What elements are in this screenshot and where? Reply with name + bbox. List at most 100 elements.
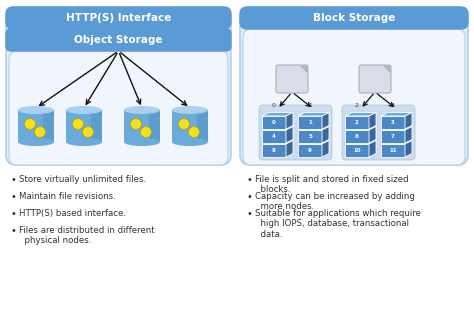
Text: 2: 2 [355,103,359,108]
Text: HTTP(S) based interface.: HTTP(S) based interface. [19,209,126,218]
Text: 10: 10 [353,148,361,153]
Text: 9: 9 [308,148,312,153]
Polygon shape [381,113,412,116]
Polygon shape [286,140,293,157]
Text: 0: 0 [272,120,276,125]
Text: •: • [247,209,253,219]
Circle shape [140,127,152,137]
FancyBboxPatch shape [6,7,231,165]
Ellipse shape [66,106,102,114]
FancyBboxPatch shape [6,7,231,29]
Bar [298,130,322,143]
Text: •: • [11,226,17,236]
Text: •: • [247,192,253,202]
Circle shape [179,119,190,130]
Text: Store virtually unlimited files.: Store virtually unlimited files. [19,175,146,184]
Bar [66,110,102,142]
Text: Files are distributed in different
  physical nodes.: Files are distributed in different physi… [19,226,155,246]
Ellipse shape [18,138,54,146]
Text: 11: 11 [389,148,397,153]
Text: 0: 0 [272,103,276,108]
Polygon shape [345,140,376,144]
Text: Object Storage: Object Storage [74,35,163,45]
FancyBboxPatch shape [240,7,468,29]
Text: 6: 6 [355,134,359,139]
Ellipse shape [172,138,208,146]
FancyBboxPatch shape [359,65,391,93]
Polygon shape [405,140,412,157]
Text: 7: 7 [391,134,395,139]
Text: 1: 1 [308,120,312,125]
Bar [345,144,369,157]
Text: 3: 3 [391,120,395,125]
Polygon shape [369,140,376,157]
FancyBboxPatch shape [9,51,228,165]
Bar [172,110,208,142]
Text: Block Storage: Block Storage [313,13,395,23]
Circle shape [82,127,93,137]
Bar [262,130,286,143]
Bar [345,116,369,129]
Text: •: • [11,175,17,185]
Circle shape [130,119,142,130]
Polygon shape [345,127,376,130]
Text: •: • [11,192,17,202]
Ellipse shape [124,138,160,146]
Text: •: • [247,175,253,185]
Ellipse shape [124,106,160,114]
FancyBboxPatch shape [243,29,465,165]
Text: 4: 4 [272,134,276,139]
FancyBboxPatch shape [240,7,468,165]
Polygon shape [381,140,412,144]
Polygon shape [298,140,329,144]
Ellipse shape [172,106,208,114]
Bar [381,144,405,157]
Polygon shape [298,113,329,116]
Polygon shape [298,127,329,130]
Text: 5: 5 [308,134,312,139]
Bar [381,130,405,143]
Bar [345,130,369,143]
Bar [381,116,405,129]
Polygon shape [286,127,293,143]
Bar [262,116,286,129]
Text: •: • [11,209,17,219]
Polygon shape [322,113,329,129]
Text: HTTP(S) Interface: HTTP(S) Interface [66,13,171,23]
Bar [43,110,54,142]
Polygon shape [301,66,307,72]
Circle shape [189,127,200,137]
Bar [298,144,322,157]
Text: 3: 3 [391,103,395,108]
Polygon shape [262,127,293,130]
Text: 1: 1 [308,103,312,108]
Polygon shape [322,140,329,157]
FancyBboxPatch shape [276,65,308,93]
Text: Maintain file revisions.: Maintain file revisions. [19,192,116,201]
Bar [91,110,102,142]
Circle shape [73,119,83,130]
Polygon shape [405,113,412,129]
Bar [298,116,322,129]
Text: Capacity can be increased by adding
  more nodes.: Capacity can be increased by adding more… [255,192,415,211]
Bar [197,110,208,142]
Ellipse shape [66,138,102,146]
Polygon shape [369,127,376,143]
Bar [149,110,160,142]
FancyBboxPatch shape [342,105,415,160]
Circle shape [35,127,46,137]
Bar [262,144,286,157]
Polygon shape [369,113,376,129]
Polygon shape [384,66,390,72]
FancyBboxPatch shape [6,29,231,51]
Bar [18,110,54,142]
Polygon shape [286,113,293,129]
Polygon shape [322,127,329,143]
Circle shape [25,119,36,130]
Polygon shape [381,127,412,130]
Polygon shape [262,140,293,144]
Polygon shape [405,127,412,143]
Text: File is split and stored in fixed sized
  blocks.: File is split and stored in fixed sized … [255,175,409,194]
Text: Suitable for applications which require
  high IOPS, database, transactional
  d: Suitable for applications which require … [255,209,421,239]
Text: 2: 2 [355,120,359,125]
